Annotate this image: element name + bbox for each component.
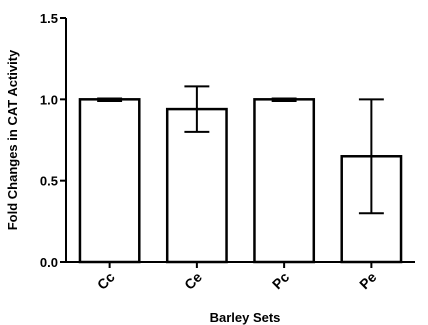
- bar: [253, 98, 316, 264]
- x-tick-label: Cc: [94, 269, 118, 293]
- x-tick-label: Pe: [356, 269, 380, 293]
- y-tick-label: 0.0: [40, 255, 58, 270]
- y-axis-label: Fold Changes in CAT Activity: [5, 49, 20, 230]
- error-bars: [97, 85, 384, 215]
- y-tick-label: 1.5: [40, 11, 58, 26]
- x-axis: Cc Ce Pc Pe: [66, 261, 415, 293]
- y-tick-label: 1.0: [40, 92, 58, 107]
- bar: [78, 98, 141, 264]
- y-tick-label: 0.5: [40, 174, 58, 189]
- x-tick-label: Pc: [269, 269, 293, 293]
- x-axis-label: Barley Sets: [210, 310, 281, 325]
- bars: [78, 98, 403, 264]
- y-axis: 0.0 0.5 1.0 1.5: [40, 11, 67, 270]
- x-tick-label: Ce: [181, 269, 205, 293]
